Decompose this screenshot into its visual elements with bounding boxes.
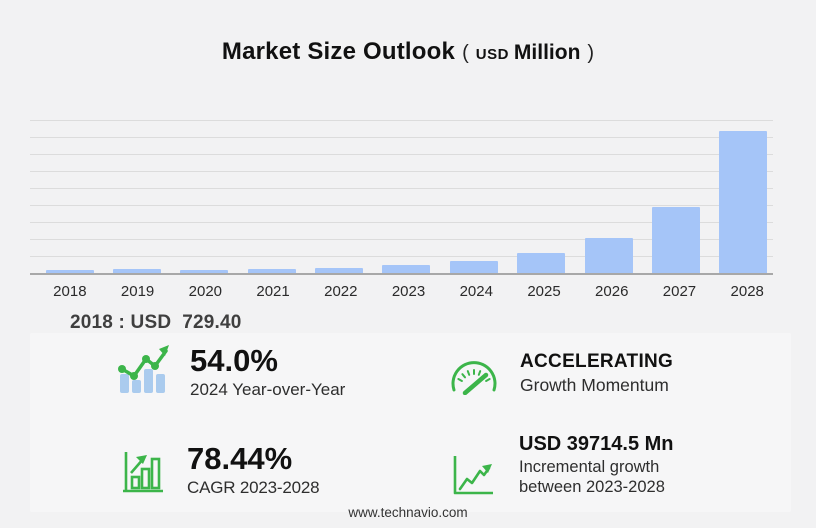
stat-incremental-value: USD 39714.5 Mn <box>519 433 674 455</box>
bar-slot <box>373 120 440 273</box>
chart-bar-2026 <box>584 238 633 273</box>
stat-cagr-label: CAGR 2023-2028 <box>187 478 320 497</box>
title-close-paren: ) <box>587 42 595 64</box>
stat-incremental-label-line1: Incremental growth <box>519 458 660 476</box>
chart-bar-2023 <box>382 265 431 273</box>
first-year-value-label: 2018 : USD 729.40 <box>70 312 242 333</box>
title-currency: USD <box>475 46 509 63</box>
gridline <box>30 154 773 155</box>
x-axis-label-2021: 2021 <box>256 283 290 300</box>
bar-slot <box>103 120 170 273</box>
bar-slot <box>710 120 777 273</box>
chart-bar-2025 <box>517 253 566 273</box>
chart-bar-2021 <box>247 269 296 273</box>
gridline <box>30 256 773 257</box>
chart-bar-2018 <box>45 270 94 273</box>
stat-yoy-growth: 54.0% 2024 Year-over-Year <box>115 343 345 401</box>
stat-cagr-value: 78.44% <box>187 441 293 476</box>
bar-slot <box>508 120 575 273</box>
x-axis-label-2019: 2019 <box>120 283 155 300</box>
x-axis-label-2025: 2025 <box>527 283 561 300</box>
x-axis-label-2018: 2018 <box>53 283 87 300</box>
speedometer-icon <box>449 355 499 400</box>
chart-bar-2027 <box>651 206 700 273</box>
stat-incremental-growth: USD 39714.5 Mn Incremental growth betwee… <box>452 432 674 500</box>
bar-slot <box>642 120 709 273</box>
bar-slot <box>575 120 642 273</box>
x-axis-label-2028: 2028 <box>730 283 764 300</box>
bar-slot <box>36 120 103 273</box>
chart-gridlines <box>30 120 773 273</box>
footer-url: www.technavio.com <box>348 505 468 520</box>
page-title: Market Size Outlook ( USD Million ) <box>0 38 816 66</box>
stat-momentum-value: ACCELERATING <box>520 351 674 372</box>
bar-slot <box>305 120 372 273</box>
stat-yoy-label: 2024 Year-over-Year <box>190 380 346 399</box>
title-unit: Million <box>513 41 581 64</box>
stat-incremental-label-line2: between 2023-2028 <box>519 478 665 496</box>
x-axis-label-2020: 2020 <box>188 283 223 300</box>
gridline <box>30 171 773 172</box>
stat-cagr: 78.44% CAGR 2023-2028 <box>122 440 320 498</box>
gridline <box>30 137 773 138</box>
bar-slot <box>440 120 507 273</box>
bar-slot <box>238 120 305 273</box>
chart-bar-2022 <box>315 267 364 273</box>
x-axis-label-2026: 2026 <box>595 283 629 300</box>
x-axis-label-2023: 2023 <box>391 283 426 300</box>
chart-bar-2020 <box>180 269 229 273</box>
x-axis-label-2024: 2024 <box>459 283 493 300</box>
bar-chart-trend-up-icon <box>115 343 173 401</box>
title-open-paren: ( <box>462 42 469 64</box>
x-axis-label-2022: 2022 <box>324 283 358 300</box>
stat-yoy-value: 54.0% <box>190 343 278 378</box>
stat-momentum-label: Growth Momentum <box>520 375 669 395</box>
chart-xlabels: 2018 2019 2020 2021 2022 2023 2024 2025 2026 2027… <box>36 283 781 300</box>
gridline <box>30 188 773 189</box>
market-size-bar-chart <box>30 120 773 275</box>
bar-slot <box>171 120 238 273</box>
gridline <box>30 120 773 121</box>
stat-growth-momentum: ACCELERATING Growth Momentum <box>449 350 673 400</box>
line-chart-arrow-icon <box>452 455 494 500</box>
gridline <box>30 205 773 206</box>
bar-growth-arrow-icon <box>122 451 164 498</box>
gridline <box>30 239 773 240</box>
chart-bars <box>36 120 777 273</box>
chart-bar-2024 <box>449 260 498 273</box>
title-main: Market Size Outlook <box>221 38 456 65</box>
x-axis-label-2027: 2027 <box>662 283 697 300</box>
gridline <box>30 222 773 223</box>
chart-bar-2028 <box>719 131 768 273</box>
chart-bar-2019 <box>113 269 162 273</box>
